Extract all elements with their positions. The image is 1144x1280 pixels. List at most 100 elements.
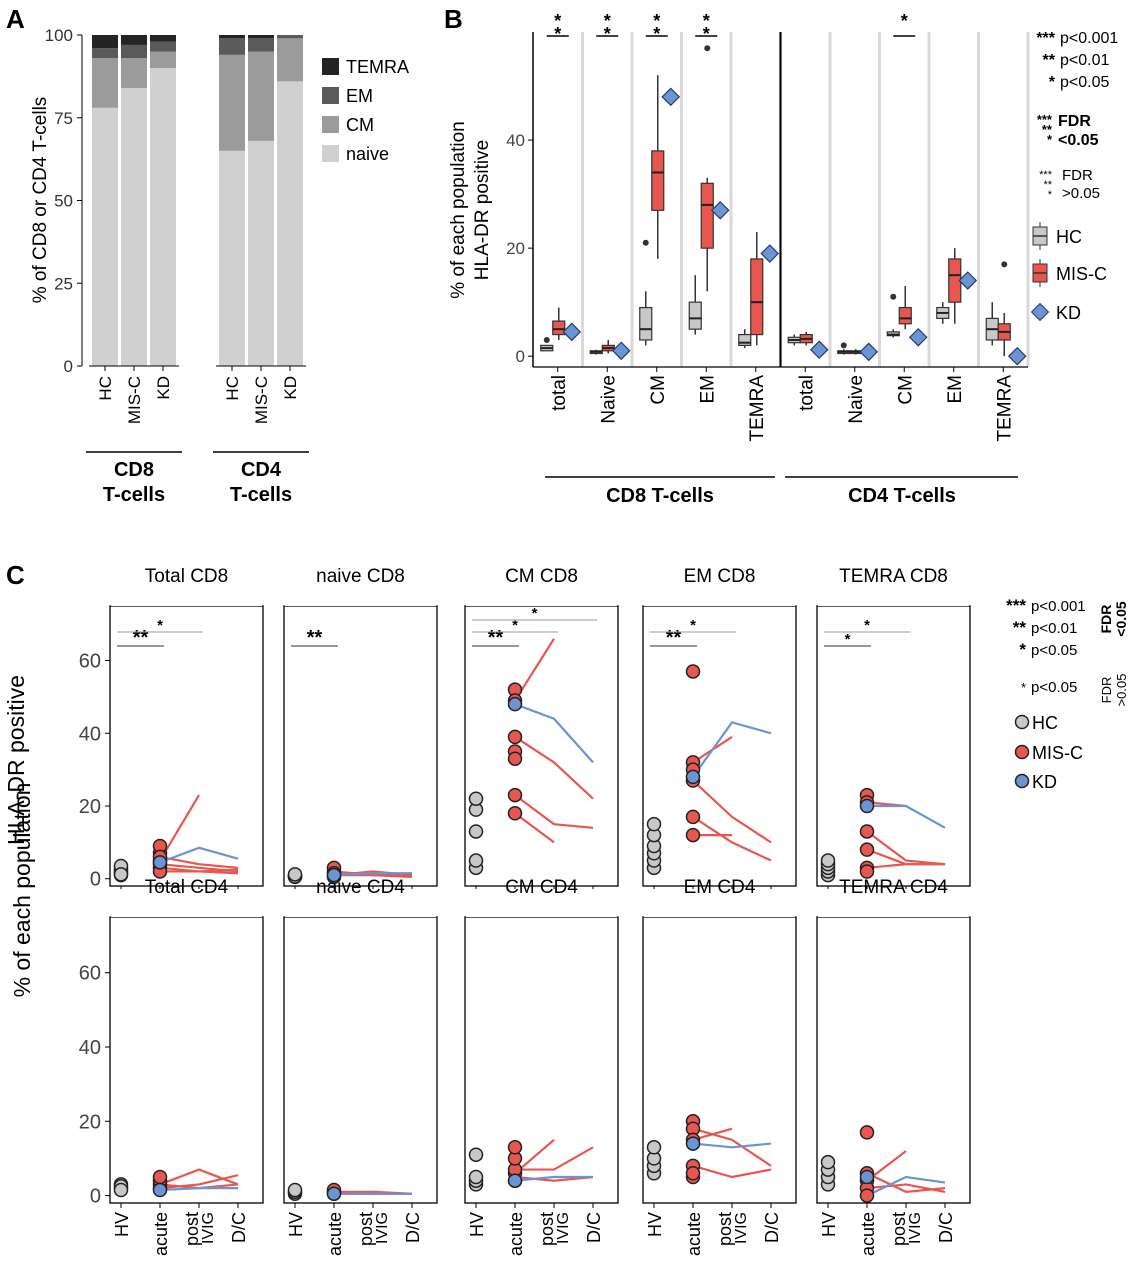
c-x-tick-label: post [889,1212,909,1246]
c-misc-trend-line [692,779,772,844]
b-kd-point [710,200,730,220]
c-sig-star: ** [307,627,323,649]
a-group-label: T-cells [103,484,165,506]
c-subpanel-title: Total CD4 [145,877,229,898]
b-key-stars: * [1049,74,1056,91]
b-hc-outlier [840,342,847,349]
b-key-text: p<0.01 [1060,52,1109,69]
c-misc-trend-line [866,830,946,866]
a-bar-segment-em [150,41,176,52]
panel-b: 0 20 40 % of each population HLA-DR positive… [448,11,1118,507]
c-y-axis-label: HLA-DR positive [3,675,29,845]
b-fdr-ns-star: *** [1039,169,1053,181]
b-legend-kd-diamond [1030,302,1050,322]
c-x-tick-label: IVIG [555,1212,572,1244]
c-key-stars: ** [1013,618,1027,637]
c-hc-point [113,867,129,882]
c-misc-point [685,827,701,843]
c-hc-point [287,867,303,882]
c-x-tick-label: acute [506,1212,526,1256]
b-sig-star: * [604,11,611,31]
c-kd-trend-line [514,703,594,764]
c-misc-trend-line [514,794,594,829]
c-kd-trend-line [866,1175,946,1197]
c-y-axis-label: % of each population [9,783,35,998]
c-sig-star: ** [133,627,149,649]
c-sig-star: ** [488,627,504,649]
c-misc-trend-line [866,1172,946,1193]
a-y-tick-label: 50 [54,192,73,211]
c-hc-point [820,853,836,868]
b-hc-box [639,306,653,341]
a-bar-segment-em [277,35,303,39]
b-fdr-star: ** [1042,122,1053,137]
b-x-tick-label: CM [648,375,669,405]
c-x-tick-label: HV [819,1212,839,1237]
a-y-tick-label: 25 [54,274,73,293]
panel-a: 0 25 50 75 100 % of CD8 or CD4 T-cells HC MIS-C… [30,26,409,506]
a-bar-segment-cm [219,54,245,151]
c-misc-trend-line [692,1164,772,1179]
c-x-tick-label: IVIG [907,1212,924,1244]
c-legend-dot [1014,773,1030,789]
b-misc-box [898,306,912,325]
b-misc-box [750,258,764,336]
c-sig-star: * [864,617,870,634]
c-title-strip [818,889,969,917]
c-title-strip [644,578,795,606]
c-subpanel: EM CD8*** [642,566,797,891]
c-x-tick-label: D/C [403,1212,423,1243]
a-x-tick-label: KD [281,376,300,400]
panel-letter-c: C [6,560,25,590]
b-y-tick-label: 40 [506,131,525,150]
c-x-tick-label: HV [467,1212,487,1237]
b-group-label: CD4 T-cells [848,485,956,507]
c-hc-point [113,1182,129,1198]
c-x-tick-label: HV [112,1212,132,1237]
a-y-tick-label: 75 [54,109,73,128]
b-kd-point [661,87,681,107]
a-legend-swatch [322,58,339,75]
c-misc-trend-line [159,1168,239,1186]
b-kd-point [958,271,978,290]
a-legend-label: CM [346,115,374,135]
c-key-text: p<0.05 [1031,679,1077,696]
a-bar-segment-temra [248,35,274,39]
c-misc-point [859,824,875,839]
c-subpanel-frame [464,916,619,1204]
b-y-tick-label: 20 [506,239,525,258]
b-fdr-label: FDR [1058,113,1091,130]
c-misc-point [859,842,875,857]
c-kd-trend-line [867,804,946,829]
c-misc-trend-line [692,815,772,862]
a-bar-segment-em [92,48,118,59]
b-sig-star: * [703,11,710,31]
b-fdr-ns-star: * [1048,189,1053,201]
b-x-tick-label: CM [895,375,916,405]
c-kd-point [507,696,523,712]
c-x-tick-label: HV [645,1212,665,1237]
b-misc-box [552,320,566,336]
b-hc-outlier [890,293,897,300]
c-legend-label: MIS-C [1032,743,1083,763]
c-title-strip [818,578,969,606]
a-group-label: T-cells [230,484,292,506]
a-y-axis-label: % of CD8 or CD4 T-cells [30,97,51,304]
c-subpanel-frame [816,605,971,887]
a-x-tick-label: HC [223,376,242,401]
b-fdr-ns-label: FDR [1062,167,1093,184]
c-legend-dot [1014,744,1030,760]
c-y-tick-label: 0 [90,869,101,891]
c-misc-point [685,664,701,679]
c-misc-point [507,806,523,821]
c-subpanel-title: EM CD4 [684,877,756,898]
c-sig-star: * [512,617,518,634]
b-legend-label: MIS-C [1056,264,1107,284]
c-subpanel-title: EM CD8 [684,566,756,587]
c-hc-point [468,1169,484,1185]
c-hc-point [468,853,484,868]
b-x-tick-label: EM [697,375,718,404]
a-bar-segment-temra [92,35,118,49]
c-x-tick-label: IVIG [374,1212,391,1244]
